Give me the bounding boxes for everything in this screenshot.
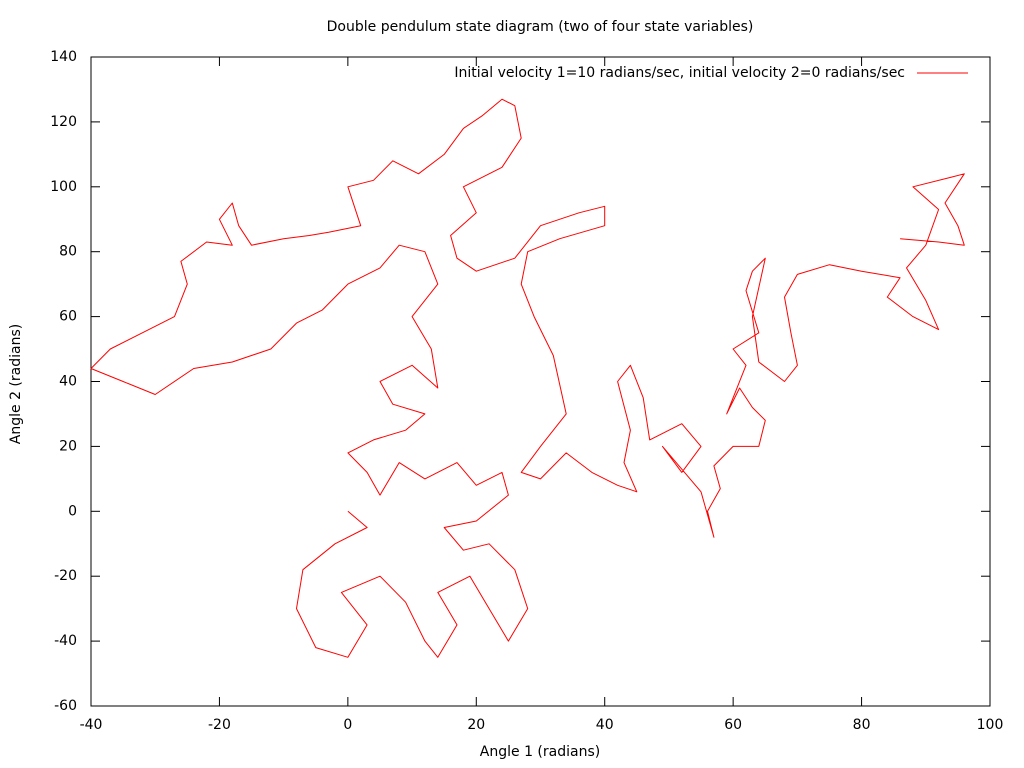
- x-tick-label: 40: [596, 717, 614, 733]
- x-tick-label: 0: [343, 717, 352, 733]
- x-tick-label: 80: [853, 717, 871, 733]
- y-tick-label: -20: [54, 568, 77, 584]
- y-tick-label: 140: [50, 49, 77, 65]
- y-tick-label: 60: [59, 309, 77, 325]
- y-tick-label: 80: [59, 244, 77, 260]
- y-tick-label: 0: [68, 503, 77, 519]
- y-tick-label: 40: [59, 374, 77, 390]
- y-tick-label: -60: [54, 698, 77, 714]
- y-tick-label: 20: [59, 438, 77, 454]
- y-axis-label: Angle 2 (radians): [8, 324, 24, 444]
- y-tick-label: 100: [50, 179, 77, 195]
- y-tick-label: 120: [50, 114, 77, 130]
- y-tick-label: -40: [54, 633, 77, 649]
- data-line: [90, 98, 965, 658]
- x-axis-label: Angle 1 (radians): [480, 744, 600, 760]
- x-tick-label: 60: [724, 717, 742, 733]
- x-tick-label: 100: [977, 717, 1004, 733]
- x-tick-label: -40: [80, 717, 103, 733]
- plot-frame: [90, 56, 991, 707]
- legend-label: Initial velocity 1=10 radians/sec, initi…: [454, 65, 905, 81]
- chart-title: Double pendulum state diagram (two of fo…: [327, 19, 754, 35]
- x-tick-label: 20: [467, 717, 485, 733]
- x-tick-label: -20: [208, 717, 231, 733]
